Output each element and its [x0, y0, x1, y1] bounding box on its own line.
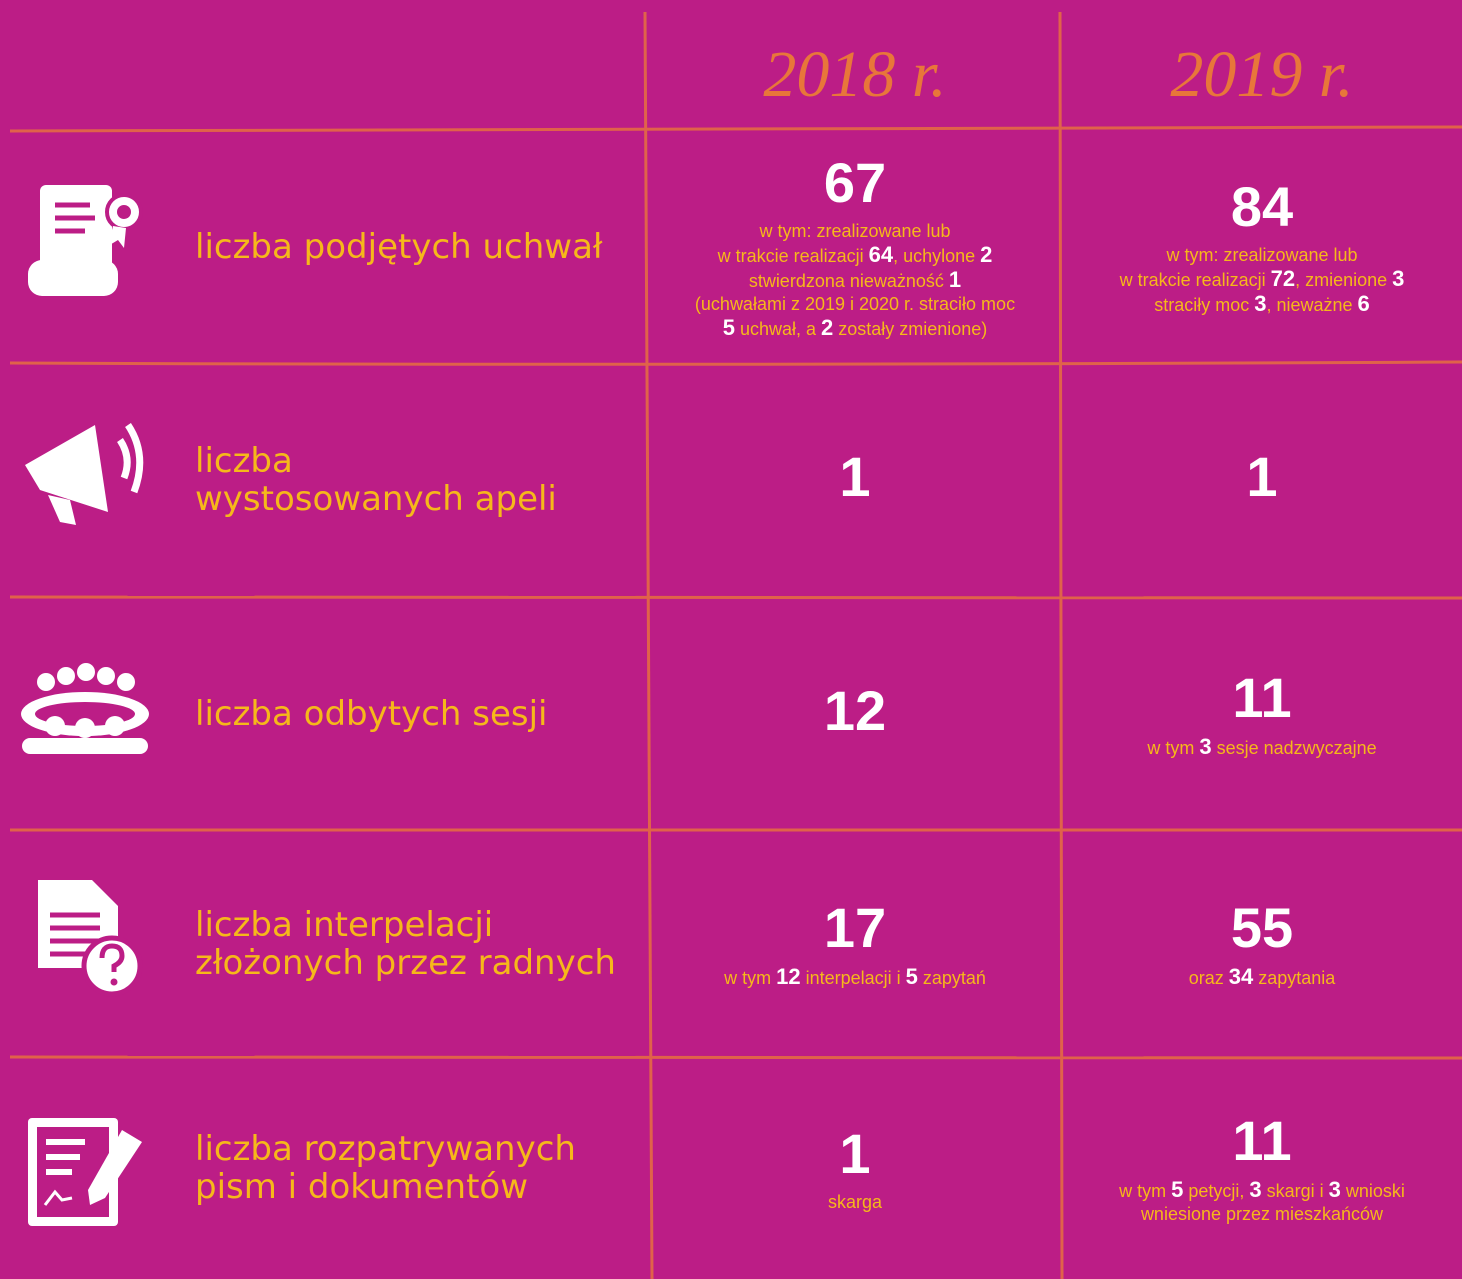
row-label: liczba odbytych sesji	[195, 597, 635, 830]
detail-number: 6	[1357, 291, 1370, 316]
label-line: liczba interpelacji	[195, 904, 494, 945]
label-line: złożonych przez radnych	[195, 942, 616, 983]
detail-line: w tym: zrealizowane lub	[1166, 244, 1357, 267]
detail-text: zapytań	[917, 968, 986, 988]
detail-text: wniesione przez mieszkańców	[1140, 1204, 1384, 1224]
row-label: liczba interpelacji złożonych przez radny…	[195, 830, 635, 1057]
row-label: liczba podjętych uchwał	[195, 130, 635, 363]
detail-text: , zmienione	[1295, 270, 1393, 290]
detail-number: 72	[1270, 266, 1296, 291]
row-label: liczba rozpatrywanych pism i dokumentów	[195, 1057, 635, 1279]
cell: 1	[650, 371, 1060, 589]
detail-number: 5	[722, 315, 735, 340]
detail-number: 3	[1254, 291, 1267, 316]
detail-text: sesje nadzwyczajne	[1211, 738, 1377, 758]
cell: 11 w tym 3 sesje nadzwyczajne	[1062, 605, 1462, 822]
cell-value: 1	[1246, 445, 1278, 508]
cell-value: 12	[823, 678, 887, 742]
detail-line: w tym: zrealizowane lub	[759, 220, 950, 243]
detail-line: straciły moc 3, nieważne 6	[1154, 292, 1370, 317]
detail-line: w tym 12 interpelacji i 5 zapytań	[724, 965, 986, 990]
cell-value: 1	[839, 1121, 871, 1185]
cell: 17 w tym 12 interpelacji i 5 zapytań	[650, 838, 1060, 1049]
detail-text: oraz	[1188, 968, 1229, 988]
cell-value: 67	[823, 151, 887, 214]
cell-value: 84	[1230, 175, 1294, 238]
detail-number: 2	[980, 242, 993, 267]
detail-text: skargi i	[1261, 1181, 1329, 1201]
detail-line: skarga	[828, 1191, 882, 1214]
cell: 55 oraz 34 zapytania	[1062, 838, 1462, 1049]
detail-line: wniesione przez mieszkańców	[1141, 1203, 1383, 1226]
cell-value: 1	[839, 445, 871, 508]
detail-text: straciły moc	[1154, 295, 1255, 315]
detail-text: zostały zmienione)	[833, 319, 988, 339]
detail-text: w tym	[724, 968, 777, 988]
label-line: liczba podjętych uchwał	[195, 226, 603, 267]
label-line: liczba	[195, 441, 293, 481]
detail-line: w trakcie realizacji 64, uchylone 2	[718, 243, 993, 268]
cell-value: 55	[1230, 896, 1294, 959]
detail-number: 5	[1171, 1177, 1184, 1202]
detail-text: w tym	[1119, 1181, 1172, 1201]
detail-text: wnioski	[1340, 1181, 1405, 1201]
detail-line: w tym 5 petycji, 3 skargi i 3 wnioski	[1119, 1178, 1405, 1203]
detail-number: 64	[868, 242, 894, 267]
detail-text: w trakcie realizacji	[1119, 270, 1271, 290]
detail-text: skarga	[827, 1191, 883, 1212]
detail-text: zapytania	[1253, 968, 1336, 988]
label-line: liczba odbytych sesji	[195, 693, 548, 734]
detail-number: 3	[1199, 734, 1212, 759]
detail-line: stwierdzona nieważność 1	[749, 268, 961, 293]
detail-text: petycji,	[1183, 1181, 1250, 1201]
column-header: 2019 r.	[1170, 38, 1354, 111]
column-header: 2018 r.	[763, 38, 947, 111]
cell: 1	[1062, 371, 1462, 589]
cell: 84 w tym: zrealizowane lub w trakcie reali…	[1062, 138, 1462, 355]
detail-text: , uchylone	[893, 246, 981, 266]
cell-value: 17	[823, 896, 887, 959]
detail-line: w tym 3 sesje nadzwyczajne	[1147, 735, 1376, 760]
detail-line: w trakcie realizacji 72, zmienione 3	[1120, 267, 1405, 292]
cell: 11 w tym 5 petycji, 3 skargi i 3 wnioski w…	[1062, 1065, 1462, 1271]
detail-text: , nieważne	[1266, 295, 1358, 315]
label-line: wystosowanych apeli	[195, 479, 557, 519]
detail-line: 5 uchwał, a 2 zostały zmienione)	[723, 316, 988, 341]
detail-line: oraz 34 zapytania	[1189, 965, 1336, 990]
label-line: liczba rozpatrywanych	[195, 1129, 576, 1169]
detail-number: 1	[948, 267, 962, 292]
row-label: liczba wystosowanych apeli	[195, 363, 635, 597]
detail-text: interpelacji i	[800, 968, 906, 988]
detail-number: 34	[1228, 964, 1254, 989]
detail-line: (uchwałami z 2019 i 2020 r. straciło moc	[695, 293, 1015, 316]
label-line: pism i dokumentów	[195, 1167, 529, 1207]
detail-number: 2	[820, 315, 834, 340]
detail-number: 3	[1328, 1177, 1341, 1202]
detail-number: 5	[905, 964, 918, 989]
detail-number: 3	[1249, 1177, 1262, 1202]
cell: 12	[650, 605, 1060, 822]
detail-text: w tym	[1147, 738, 1200, 758]
cell: 1 skarga	[650, 1065, 1060, 1271]
detail-text: w tym: zrealizowane lub	[1166, 245, 1358, 265]
detail-text: w tym: zrealizowane lub	[759, 221, 951, 241]
detail-text: (uchwałami z 2019 i 2020 r. straciło moc	[694, 294, 1016, 314]
detail-text: w trakcie realizacji	[717, 246, 869, 266]
cell-value: 11	[1232, 666, 1292, 729]
detail-text: uchwał, a	[734, 319, 821, 339]
detail-number: 3	[1392, 266, 1405, 291]
cell: 67 w tym: zrealizowane lub w trakcie reali…	[650, 138, 1060, 355]
detail-number: 12	[776, 964, 801, 989]
cell-value: 11	[1232, 1109, 1292, 1172]
detail-text: stwierdzona nieważność	[748, 271, 949, 291]
